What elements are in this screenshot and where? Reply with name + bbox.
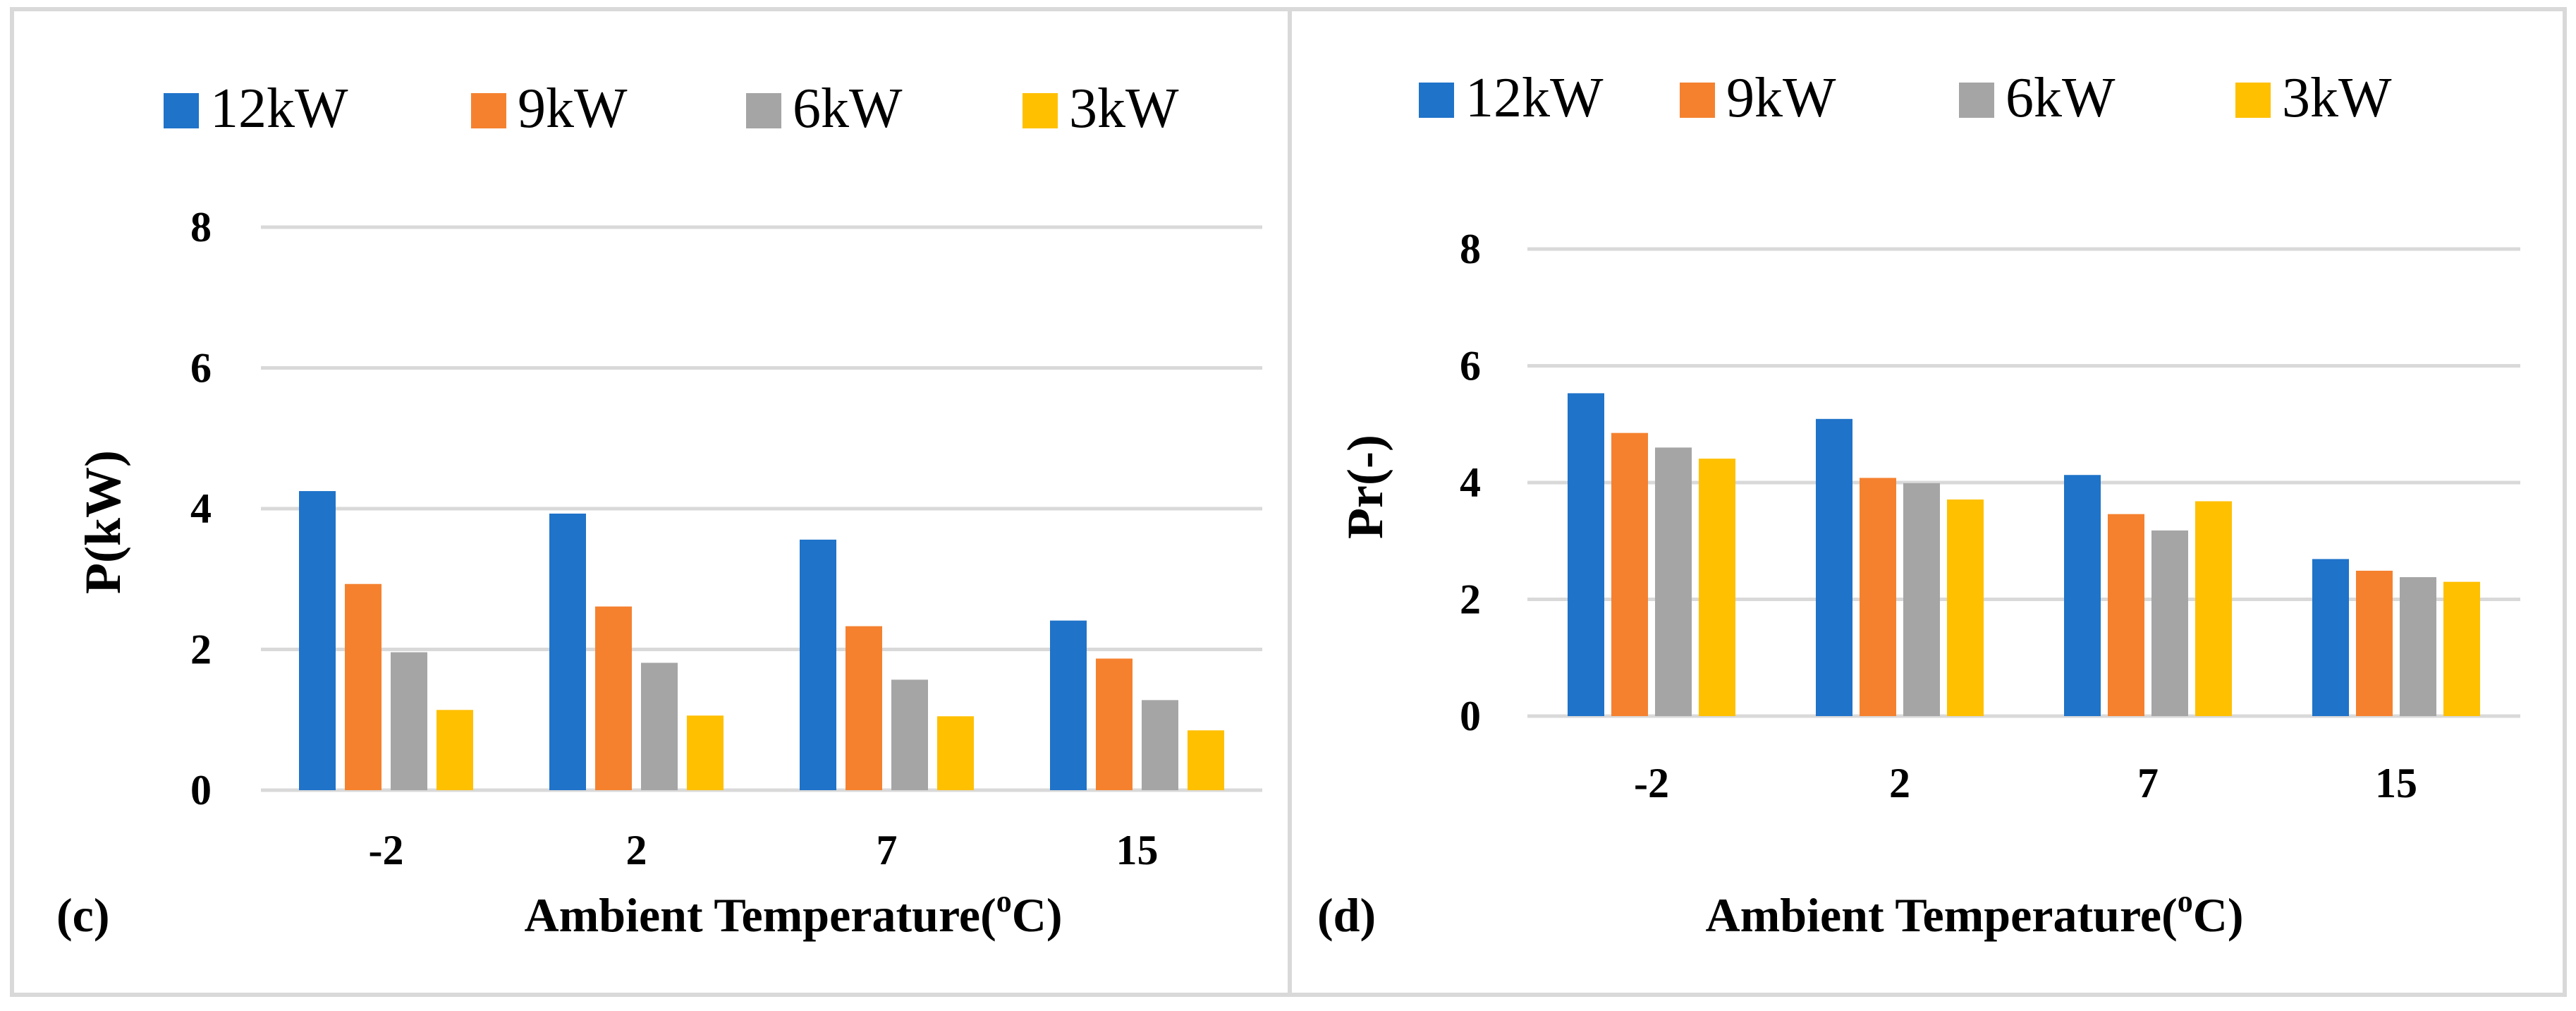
bar-6kW-7	[2151, 530, 2188, 716]
x-category-label: 2	[626, 827, 647, 873]
y-tick-label: 2	[190, 626, 212, 673]
bar-9kW-2	[1860, 478, 1896, 716]
x-axis-title: Ambient Temperature(oC)	[524, 884, 1062, 942]
bar-12kW-15	[1050, 620, 1087, 790]
x-category-label: 15	[1116, 827, 1159, 873]
bar-6kW-15	[2400, 577, 2436, 716]
x-axis-title: Ambient Temperature(oC)	[1705, 884, 2243, 942]
bar-3kW--2	[437, 710, 473, 790]
legend-label-6kW: 6kW	[793, 78, 903, 140]
y-axis-title: Pr(-)	[1337, 435, 1393, 539]
legend-swatch-3kW	[1023, 93, 1058, 128]
y-tick-label: 6	[190, 345, 212, 392]
x-axis-title-sup: o	[2178, 884, 2193, 919]
bar-9kW--2	[1611, 432, 1648, 716]
y-tick-label: 0	[190, 767, 212, 813]
bar-9kW-7	[846, 626, 882, 790]
bar-12kW--2	[1568, 393, 1604, 716]
bar-12kW--2	[299, 491, 336, 790]
y-tick-label: 2	[1460, 576, 1481, 623]
bar-9kW-15	[2356, 570, 2393, 716]
chart-panel-c	[10, 7, 1292, 997]
bar-6kW-7	[891, 679, 928, 790]
bar-9kW-2	[595, 606, 632, 790]
legend-label-3kW: 3kW	[1069, 78, 1179, 140]
chart-d: 0 2 4 6 8 -2 2 7 15 12kW 9kW 6kW 3kW Pr(-) Ambient Tem…	[1317, 67, 2520, 942]
bar-6kW--2	[1655, 447, 1692, 716]
x-axis-title-end: C)	[2193, 888, 2244, 942]
x-axis-title-end: C)	[1012, 888, 1063, 942]
bar-3kW-15	[2443, 581, 2480, 716]
legend-swatch-6kW	[746, 93, 781, 128]
x-category-label: 7	[877, 827, 898, 873]
y-tick-label: 8	[190, 204, 212, 250]
chart-c: 0 2 4 6 8 -2 2 7 15 12kW 9kW 6kW 3kW P(kW) Ambient Tem…	[56, 78, 1262, 942]
bar-9kW-7	[2108, 514, 2144, 716]
bar-6kW-2	[1903, 483, 1940, 716]
bar-3kW--2	[1699, 459, 1735, 716]
y-tick-label: 0	[1460, 693, 1481, 739]
legend-swatch-6kW	[1959, 83, 1994, 118]
bar-6kW--2	[391, 652, 427, 790]
bar-12kW-15	[2312, 559, 2349, 716]
x-category-label: -2	[1634, 760, 1669, 806]
bar-12kW-7	[2064, 475, 2101, 716]
bar-3kW-7	[937, 716, 974, 790]
legend-label-12kW: 12kW	[210, 78, 348, 140]
legend-swatch-9kW	[1680, 83, 1715, 118]
bar-9kW--2	[345, 583, 381, 790]
legend-label-6kW: 6kW	[2006, 67, 2116, 129]
bar-6kW-15	[1142, 700, 1178, 790]
panel-label: (c)	[56, 888, 109, 942]
bar-12kW-2	[1816, 418, 1852, 716]
legend-label-3kW: 3kW	[2282, 67, 2392, 129]
bar-12kW-7	[800, 539, 836, 790]
x-category-label: -2	[369, 827, 404, 873]
bar-3kW-2	[687, 715, 724, 790]
x-axis-title-sup: o	[996, 884, 1012, 919]
x-category-label: 2	[1889, 760, 1910, 806]
panel-label: (d)	[1317, 888, 1376, 942]
x-category-label: 15	[2375, 760, 2417, 806]
x-axis-title-main: Ambient Temperature(	[524, 888, 996, 942]
y-tick-label: 4	[1460, 459, 1481, 506]
x-category-label: 7	[2137, 760, 2159, 806]
y-tick-label: 4	[190, 485, 212, 532]
y-tick-label: 8	[1460, 226, 1481, 272]
legend-swatch-3kW	[2235, 83, 2271, 118]
bar-12kW-2	[549, 513, 586, 790]
legend-swatch-12kW	[164, 93, 199, 128]
legend-label-12kW: 12kW	[1465, 67, 1604, 129]
legend-swatch-12kW	[1419, 83, 1454, 118]
y-tick-label: 6	[1460, 343, 1481, 389]
bar-3kW-2	[1947, 499, 1984, 716]
x-axis-title-main: Ambient Temperature(	[1705, 888, 2177, 942]
bar-3kW-15	[1188, 730, 1224, 790]
bar-9kW-15	[1096, 658, 1133, 790]
legend-label-9kW: 9kW	[1726, 67, 1836, 129]
bar-6kW-2	[641, 662, 678, 790]
legend-label-9kW: 9kW	[518, 78, 628, 140]
bar-3kW-7	[2195, 501, 2232, 716]
y-axis-title: P(kW)	[75, 450, 131, 594]
legend-swatch-9kW	[471, 93, 506, 128]
